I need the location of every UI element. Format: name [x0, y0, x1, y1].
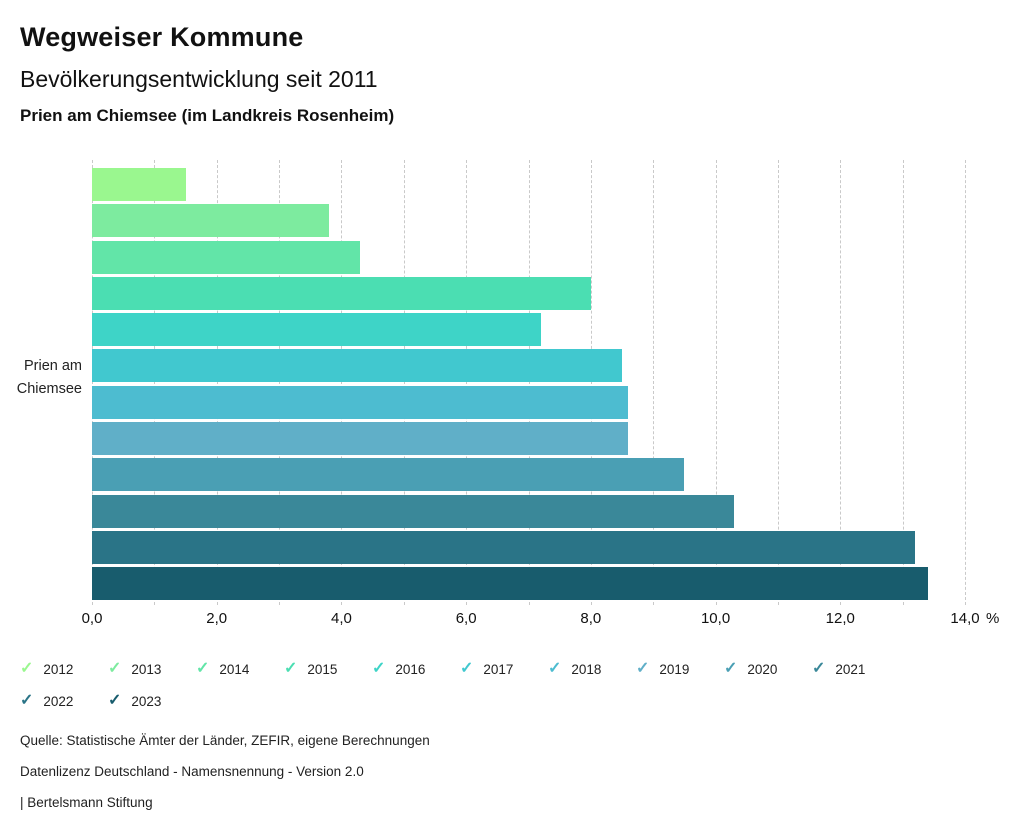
bar-2022[interactable] — [92, 530, 916, 564]
check-icon: ✓ — [724, 660, 738, 677]
x-tick-label-6,0: 6,0 — [455, 610, 477, 627]
bar-2016[interactable] — [92, 313, 541, 347]
grid-line-9 — [653, 160, 655, 605]
y-axis-label-line1: Prien am — [23, 358, 82, 374]
check-icon: ✓ — [548, 660, 562, 677]
chart-title: Bevölkerungsentwicklung seit 2011 — [20, 66, 378, 92]
y-axis-category-label: Prien am Chiemsee — [0, 355, 82, 400]
grid-line-7 — [528, 160, 530, 605]
bar-2019[interactable] — [92, 422, 629, 456]
source-note: Quelle: Statistische Ämter der Länder, Z… — [20, 733, 430, 748]
x-tick-label-2,0: 2,0 — [206, 610, 228, 627]
grid-line-3 — [279, 160, 281, 605]
x-tick-label-8,0: 8,0 — [580, 610, 602, 627]
x-tick-label-10,0: 10,0 — [700, 610, 731, 627]
bar-2018[interactable] — [92, 385, 629, 419]
legend-item-2020[interactable]: ✓ 2020 — [724, 661, 812, 677]
bar-2013[interactable] — [92, 204, 329, 238]
grid-line-14 — [965, 160, 966, 605]
legend-year-label: 2020 — [747, 661, 778, 677]
legend-item-2013[interactable]: ✓ 2013 — [108, 661, 196, 677]
app-title: Wegweiser Kommune — [20, 22, 304, 52]
x-tick-label-4,0: 4,0 — [330, 610, 352, 627]
check-icon: ✓ — [636, 660, 650, 677]
bar-2015[interactable] — [92, 276, 591, 310]
grid-line-8 — [590, 160, 592, 605]
grid-line-10 — [715, 160, 717, 605]
bar-2014[interactable] — [92, 240, 361, 274]
legend-year-label: 2017 — [483, 661, 514, 677]
legend-item-2022[interactable]: ✓ 2022 — [20, 693, 108, 709]
bar-2017[interactable] — [92, 349, 623, 383]
grid-line-6 — [466, 160, 468, 605]
bar-2020[interactable] — [92, 458, 685, 492]
grid-line-11 — [777, 160, 779, 605]
check-icon: ✓ — [20, 660, 34, 677]
legend-item-2021[interactable]: ✓ 2021 — [812, 661, 900, 677]
x-tick-label-0,0: 0,0 — [81, 610, 103, 627]
bar-2012[interactable] — [92, 168, 186, 201]
grid-line-5 — [403, 160, 405, 605]
legend-item-2023[interactable]: ✓ 2023 — [108, 693, 196, 709]
bar-2021[interactable] — [92, 494, 735, 528]
chart-location-subtitle: Prien am Chiemsee (im Landkreis Rosenhei… — [20, 106, 395, 125]
legend-item-2018[interactable]: ✓ 2018 — [548, 661, 636, 677]
legend-item-2016[interactable]: ✓ 2016 — [372, 661, 460, 677]
legend-item-2014[interactable]: ✓ 2014 — [196, 661, 284, 677]
legend-year-label: 2014 — [219, 661, 250, 677]
check-icon: ✓ — [372, 660, 386, 677]
x-axis: 0,0 2,0 4,0 6,0 8,0 10,0 12,0 14,0 — [82, 610, 980, 628]
legend-year-label: 2012 — [43, 661, 74, 677]
legend: ✓ 2012 ✓ 2013 ✓ 2014 ✓ 2015 ✓ 2016 ✓ 2017 ✓ 2018 ✓ 2019… — [20, 661, 940, 709]
legend-year-label: 2018 — [571, 661, 602, 677]
legend-year-label: 2021 — [835, 661, 866, 677]
legend-item-2015[interactable]: ✓ 2015 — [284, 661, 372, 677]
bar-2023[interactable] — [92, 567, 928, 601]
check-icon: ✓ — [460, 660, 474, 677]
check-icon: ✓ — [284, 660, 298, 677]
grid-line-13 — [902, 160, 904, 605]
attribution-note: | Bertelsmann Stiftung — [20, 795, 153, 810]
legend-year-label: 2013 — [131, 661, 162, 677]
legend-year-label: 2019 — [659, 661, 690, 677]
x-axis-unit-label: % — [986, 610, 1000, 627]
legend-item-2017[interactable]: ✓ 2017 — [460, 661, 548, 677]
grid-line-4 — [341, 160, 343, 605]
grid-line-2 — [216, 160, 218, 605]
plot-area — [92, 160, 966, 605]
check-icon: ✓ — [812, 660, 826, 677]
check-icon: ✓ — [108, 692, 122, 709]
check-icon: ✓ — [196, 660, 210, 677]
y-axis-label-line2: Chiemsee — [16, 380, 82, 397]
grid-line-1 — [154, 160, 156, 605]
check-icon: ✓ — [20, 692, 34, 709]
legend-year-label: 2023 — [131, 693, 162, 709]
legend-year-label: 2015 — [307, 661, 338, 677]
license-note: Datenlizenz Deutschland - Namensnennung … — [20, 764, 364, 779]
x-tick-label-12,0: 12,0 — [825, 610, 855, 627]
grid-line-12 — [840, 160, 842, 605]
legend-item-2012[interactable]: ✓ 2012 — [20, 661, 108, 677]
legend-year-label: 2016 — [395, 661, 426, 677]
x-tick-label-14,0: 14,0 — [950, 610, 980, 627]
check-icon: ✓ — [108, 660, 122, 677]
grid-line-0 — [92, 160, 93, 605]
legend-year-label: 2022 — [43, 693, 74, 709]
legend-item-2019[interactable]: ✓ 2019 — [636, 661, 724, 677]
bar-series — [92, 160, 965, 605]
